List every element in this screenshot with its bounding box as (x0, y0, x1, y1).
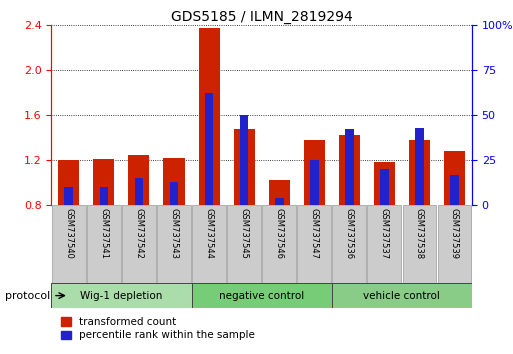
Text: GSM737540: GSM737540 (64, 208, 73, 258)
Bar (192, 205, 226, 283)
Text: GSM737543: GSM737543 (169, 208, 179, 259)
Text: protocol: protocol (5, 291, 50, 301)
Text: negative control: negative control (219, 291, 304, 301)
Bar (403, 205, 436, 283)
Text: GSM737547: GSM737547 (310, 208, 319, 259)
Text: GSM737545: GSM737545 (240, 208, 249, 258)
Bar (345, 130, 353, 205)
Bar (339, 135, 360, 205)
Bar (227, 205, 261, 283)
Text: Wig-1 depletion: Wig-1 depletion (80, 291, 163, 301)
Bar (332, 205, 366, 283)
Bar (438, 205, 471, 283)
Bar (275, 198, 284, 205)
Bar (262, 205, 296, 283)
Bar (332, 283, 472, 308)
Bar (444, 151, 465, 205)
Text: GSM737536: GSM737536 (345, 208, 354, 259)
Bar (409, 140, 430, 205)
Bar (170, 182, 179, 205)
Bar (52, 205, 86, 283)
Bar (415, 128, 424, 205)
Bar (310, 160, 319, 205)
Bar (374, 162, 395, 205)
Text: GSM737541: GSM737541 (100, 208, 108, 258)
Bar (191, 283, 332, 308)
Bar (269, 181, 290, 205)
Bar (58, 160, 80, 205)
Bar (367, 205, 401, 283)
Bar (233, 129, 254, 205)
Bar (87, 205, 121, 283)
Text: GSM737538: GSM737538 (415, 208, 424, 259)
Bar (122, 205, 156, 283)
Text: GSM737542: GSM737542 (134, 208, 144, 258)
Bar (304, 140, 325, 205)
Bar (100, 187, 108, 205)
Text: GSM737537: GSM737537 (380, 208, 389, 259)
Bar (450, 175, 459, 205)
Bar (65, 187, 73, 205)
Text: vehicle control: vehicle control (363, 291, 440, 301)
Bar (51, 283, 191, 308)
Bar (93, 159, 114, 205)
Legend: transformed count, percentile rank within the sample: transformed count, percentile rank withi… (56, 313, 260, 345)
Bar (128, 155, 149, 205)
Bar (205, 93, 213, 205)
Bar (199, 28, 220, 205)
Bar (380, 169, 389, 205)
Text: GSM737539: GSM737539 (450, 208, 459, 259)
Text: GSM737546: GSM737546 (274, 208, 284, 259)
Bar (298, 205, 331, 283)
Bar (240, 115, 248, 205)
Bar (134, 178, 143, 205)
Title: GDS5185 / ILMN_2819294: GDS5185 / ILMN_2819294 (171, 10, 352, 24)
Bar (157, 205, 191, 283)
Text: GSM737544: GSM737544 (205, 208, 213, 258)
Bar (164, 158, 185, 205)
